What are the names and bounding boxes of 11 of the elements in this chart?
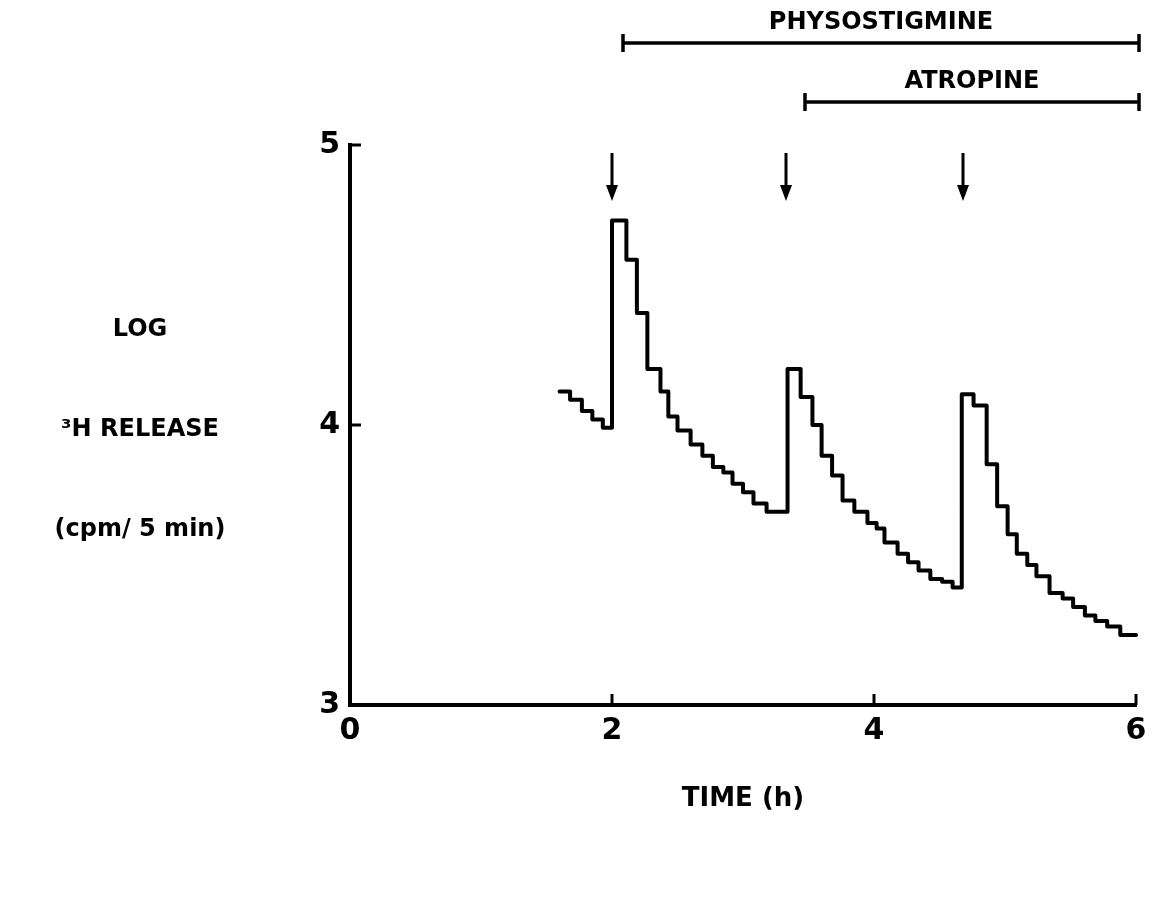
text: PHYSOSTIGMINE [768, 7, 994, 35]
y-tick-label: 3 [319, 684, 340, 720]
y-tick-label: 4 [319, 404, 340, 440]
x-tick-label: 0 [339, 710, 361, 746]
text: ATROPINE [904, 66, 1040, 94]
x-tick-label: 2 [601, 710, 623, 746]
x-axis-title: TIME (h) [681, 782, 805, 813]
text: LOG ³H RELEASE (cpm/ 5 min) [54, 314, 226, 542]
x-tick-label: 4 [863, 710, 885, 746]
x-tick-label: 6 [1125, 710, 1147, 746]
y-tick-label: 5 [319, 124, 340, 160]
